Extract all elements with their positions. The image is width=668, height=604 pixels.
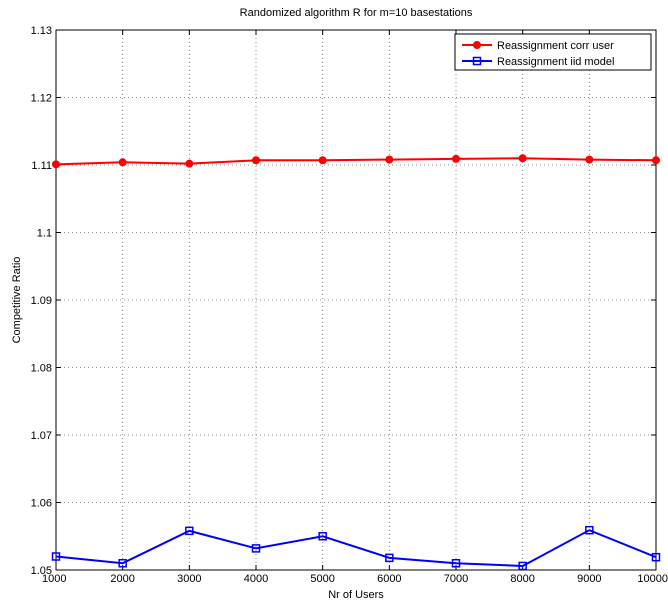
legend-label-corr: Reassignment corr user bbox=[497, 40, 614, 52]
data-point bbox=[585, 155, 594, 164]
y-tick-label: 1.1 bbox=[37, 228, 52, 240]
x-tick-label: 8000 bbox=[510, 573, 534, 585]
y-tick-label: 1.08 bbox=[31, 363, 52, 375]
x-axis-label: Nr of Users bbox=[328, 589, 384, 601]
legend-marker-iid bbox=[472, 56, 482, 66]
series-line-0 bbox=[55, 157, 657, 166]
x-tick-label: 10000 bbox=[637, 573, 668, 585]
data-point bbox=[452, 154, 460, 163]
x-tick-label: 7000 bbox=[444, 573, 468, 585]
y-tick-label: 1.09 bbox=[31, 295, 52, 307]
series-line-1 bbox=[55, 529, 657, 567]
y-tick-label: 1.11 bbox=[31, 160, 52, 172]
x-tick-label: 4000 bbox=[244, 573, 268, 585]
axis-ticks: 1000 2000 3000 4000 5000 6000 7000 8000 9000 1000… bbox=[31, 25, 668, 585]
data-point bbox=[651, 552, 661, 562]
chart-title: Randomized algorithm R for m=10 basestat… bbox=[240, 7, 473, 19]
data-point bbox=[518, 561, 527, 571]
y-tick-label: 1.13 bbox=[31, 25, 52, 37]
grid-lines bbox=[56, 30, 656, 570]
legend-marker-corr bbox=[473, 41, 481, 49]
data-point bbox=[318, 156, 327, 165]
data-point bbox=[185, 526, 194, 536]
x-tick-label: 6000 bbox=[377, 573, 401, 585]
y-tick-label: 1.12 bbox=[31, 93, 52, 105]
x-tick-label: 5000 bbox=[310, 573, 334, 585]
data-point bbox=[118, 559, 127, 568]
data-point bbox=[385, 553, 394, 563]
y-tick-label: 1.07 bbox=[31, 430, 52, 442]
data-point bbox=[185, 159, 194, 168]
data-point bbox=[451, 559, 461, 568]
x-tick-label: 3000 bbox=[177, 573, 201, 585]
legend-label-iid: Reassignment iid model bbox=[497, 56, 614, 68]
data-point bbox=[585, 525, 594, 535]
y-tick-label: 1.05 bbox=[31, 565, 52, 577]
data-point bbox=[318, 532, 327, 541]
data-point bbox=[652, 156, 660, 165]
legend: Reassignment corr user Reassignment iid … bbox=[454, 33, 652, 71]
y-tick-label: 1.06 bbox=[31, 498, 52, 510]
series-layer bbox=[51, 154, 661, 571]
y-axis-label: Competitive Ratio bbox=[11, 257, 23, 344]
legend-box bbox=[454, 33, 652, 71]
data-point bbox=[518, 154, 527, 163]
x-tick-label: 9000 bbox=[577, 573, 601, 585]
data-point bbox=[251, 544, 261, 553]
data-point bbox=[118, 158, 127, 167]
x-tick-label: 2000 bbox=[110, 573, 134, 585]
x-tick-label: 1000 bbox=[42, 573, 66, 585]
data-point bbox=[252, 156, 260, 165]
data-point bbox=[52, 160, 60, 169]
data-point bbox=[51, 552, 61, 561]
data-point bbox=[385, 155, 394, 164]
